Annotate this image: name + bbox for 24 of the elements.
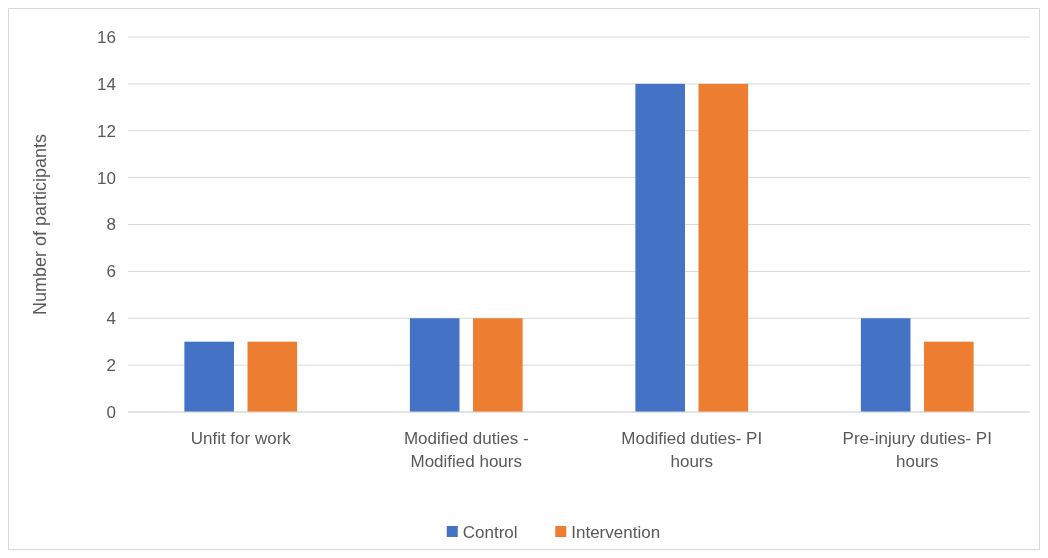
bar bbox=[473, 318, 523, 412]
y-tick-label: 12 bbox=[97, 121, 116, 141]
y-tick-label: 4 bbox=[106, 309, 116, 329]
y-tick-label: 10 bbox=[97, 168, 116, 188]
legend-label: Intervention bbox=[571, 522, 661, 542]
bar bbox=[409, 318, 460, 412]
bar bbox=[698, 83, 749, 412]
bar bbox=[184, 341, 234, 412]
y-tick-label: 16 bbox=[97, 27, 116, 47]
y-tick-label: 6 bbox=[106, 262, 116, 282]
x-tick-label: Modified duties- PI hours bbox=[621, 429, 763, 471]
y-axis-title: Number of participants bbox=[30, 133, 50, 316]
y-tick-label: 0 bbox=[106, 402, 116, 422]
y-tick-label: 2 bbox=[106, 356, 116, 376]
bar bbox=[860, 318, 911, 412]
x-tick-label: Modified duties - Modified hours bbox=[403, 429, 529, 471]
legend-label: Control bbox=[462, 522, 518, 542]
y-tick-label: 8 bbox=[106, 215, 116, 235]
x-tick-label: Pre-injury duties- PI hours bbox=[842, 429, 992, 471]
bar bbox=[924, 341, 974, 412]
bar bbox=[635, 83, 685, 412]
bar bbox=[247, 341, 298, 412]
y-tick-label: 14 bbox=[97, 74, 116, 94]
x-tick-label: Unfit for work bbox=[190, 429, 292, 448]
